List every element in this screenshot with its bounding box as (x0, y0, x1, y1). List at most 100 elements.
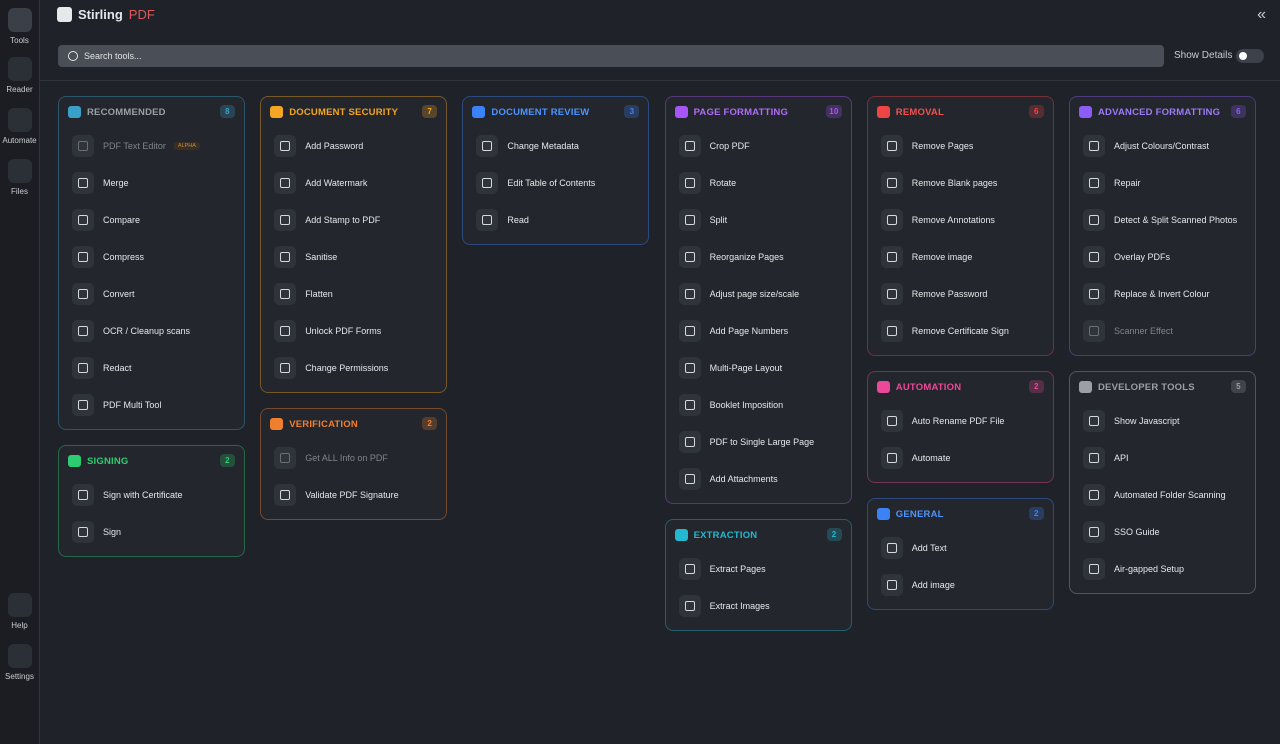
tool-item[interactable]: Add Password (274, 134, 438, 158)
tool-item[interactable]: Remove image (880, 245, 1045, 269)
card-icon (472, 106, 486, 118)
tool-item[interactable]: Extract Pages (678, 557, 843, 581)
tool-label: Overlay PDFs (1114, 252, 1171, 262)
tool-item[interactable]: Compress (72, 245, 236, 269)
tool-icon (880, 447, 903, 469)
tool-label: Unlock PDF Forms (305, 326, 382, 336)
brand-suffix: PDF (128, 7, 155, 22)
tool-icon (274, 172, 297, 194)
tool-icon (476, 135, 499, 157)
tool-item[interactable]: Split (678, 208, 843, 232)
tool-item[interactable]: Repair (1083, 171, 1247, 195)
tool-icon (880, 135, 903, 157)
tool-item[interactable]: Remove Certificate Sign (880, 319, 1045, 343)
tool-item[interactable]: Crop PDF (678, 134, 843, 158)
tool-item[interactable]: Convert (72, 282, 236, 306)
tool-icon (274, 209, 297, 231)
sidebar-label: Automate (2, 136, 37, 145)
tool-item[interactable]: Booklet Imposition (678, 393, 843, 417)
show-details-toggle[interactable] (1236, 49, 1264, 63)
tool-item[interactable]: Sign (72, 520, 236, 544)
tool-label: Add Text (911, 543, 947, 553)
card-header: RECOMMENDED 8 (68, 105, 235, 119)
card-header: DOCUMENT REVIEW 3 (472, 105, 640, 119)
tool-item[interactable]: Reorganize Pages (678, 245, 843, 269)
card-title: DEVELOPER TOOLS (1098, 381, 1195, 393)
tool-item[interactable]: Rotate (678, 171, 843, 195)
tool-item[interactable]: OCR / Cleanup scans (72, 319, 236, 343)
tool-item[interactable]: Add image (880, 573, 1045, 597)
tool-item[interactable]: Add Watermark (274, 171, 438, 195)
sidebar-item[interactable]: Settings (0, 644, 39, 681)
tool-item[interactable]: PDF to Single Large Page (678, 430, 843, 454)
tool-item[interactable]: Automated Folder Scanning (1083, 483, 1247, 507)
tool-item[interactable]: Edit Table of Contents (476, 171, 640, 195)
card-header: EXTRACTION 2 (674, 528, 842, 542)
tool-item[interactable]: Air-gapped Setup (1083, 557, 1247, 581)
sidebar-item[interactable]: Tools (0, 8, 39, 45)
tool-item[interactable]: Remove Blank pages (880, 171, 1045, 195)
tool-item[interactable]: Automate (880, 446, 1045, 470)
tool-item[interactable]: Remove Pages (880, 134, 1045, 158)
tool-item[interactable]: Add Page Numbers (678, 319, 843, 343)
tool-item[interactable]: Read (476, 208, 640, 232)
tool-item[interactable]: Merge (72, 171, 236, 195)
sidebar-item[interactable]: Files (0, 159, 39, 196)
column: RECOMMENDED 8 PDF Text Editor ALPHA Merge Com… (58, 96, 245, 572)
tool-item[interactable]: SSO Guide (1083, 520, 1247, 544)
tool-label: Change Permissions (305, 363, 389, 373)
card-icon (674, 106, 688, 118)
tool-item[interactable]: Sign with Certificate (72, 483, 236, 507)
tool-item[interactable]: Remove Password (880, 282, 1045, 306)
sidebar-item[interactable]: Automate (0, 108, 39, 145)
tool-item[interactable]: Show Javascript (1083, 409, 1247, 433)
tool-icon (72, 394, 94, 416)
sidebar-item[interactable]: Reader (0, 57, 39, 94)
sidebar-item[interactable]: Help (0, 593, 39, 630)
tool-item[interactable]: Remove Annotations (880, 208, 1045, 232)
tool-icon (274, 320, 297, 342)
tool-item[interactable]: Compare (72, 208, 236, 232)
tool-item[interactable]: Multi-Page Layout (678, 356, 843, 380)
search-box[interactable]: Search tools... (58, 45, 1164, 67)
card-icon (876, 381, 890, 393)
tool-item[interactable]: Change Metadata (476, 134, 640, 158)
sidebar-label: Settings (5, 672, 34, 681)
column: PAGE FORMATTING 10 Crop PDF Rotate Split Reor… (664, 96, 852, 646)
tool-label: PDF Text Editor (103, 141, 166, 151)
tool-item[interactable]: Replace & Invert Colour (1083, 282, 1247, 306)
tool-icon (274, 246, 297, 268)
tool-label: Extract Pages (709, 564, 766, 574)
tool-item[interactable]: Adjust page size/scale (678, 282, 843, 306)
tool-item[interactable]: Auto Rename PDF File (880, 409, 1045, 433)
tool-icon (72, 521, 94, 543)
sidebar-icon (7, 57, 32, 81)
tool-item[interactable]: Add Text (880, 536, 1045, 560)
tool-item[interactable]: Detect & Split Scanned Photos (1083, 208, 1247, 232)
tool-item[interactable]: Overlay PDFs (1083, 245, 1247, 269)
tool-item[interactable]: Adjust Colours/Contrast (1083, 134, 1247, 158)
tool-icon (1083, 172, 1105, 194)
tool-item[interactable]: Flatten (274, 282, 438, 306)
tool-icon (880, 246, 903, 268)
tool-item[interactable]: Add Attachments (678, 467, 843, 491)
tool-item[interactable]: Validate PDF Signature (274, 483, 438, 507)
collapse-button[interactable]: « (1257, 6, 1266, 23)
tool-item[interactable]: Sanitise (274, 245, 438, 269)
tool-item[interactable]: Extract Images (678, 594, 843, 618)
card-icon (68, 455, 81, 467)
sidebar-label: Reader (6, 85, 33, 94)
tool-item[interactable]: Unlock PDF Forms (274, 319, 438, 343)
tool-icon (880, 172, 903, 194)
tool-item[interactable]: Redact (72, 356, 236, 380)
tool-label: API (1114, 453, 1129, 463)
tool-label: Sign (103, 527, 122, 537)
tool-label: Remove Pages (911, 141, 974, 151)
tool-item[interactable]: PDF Multi Tool (72, 393, 236, 417)
tool-item[interactable]: API (1083, 446, 1247, 470)
tool-item[interactable]: Add Stamp to PDF (274, 208, 438, 232)
card-title: GENERAL (895, 508, 944, 520)
card-title: DOCUMENT REVIEW (491, 106, 590, 118)
tool-card: AUTOMATION 2 Auto Rename PDF File Automate (866, 371, 1054, 483)
tool-item[interactable]: Change Permissions (274, 356, 438, 380)
